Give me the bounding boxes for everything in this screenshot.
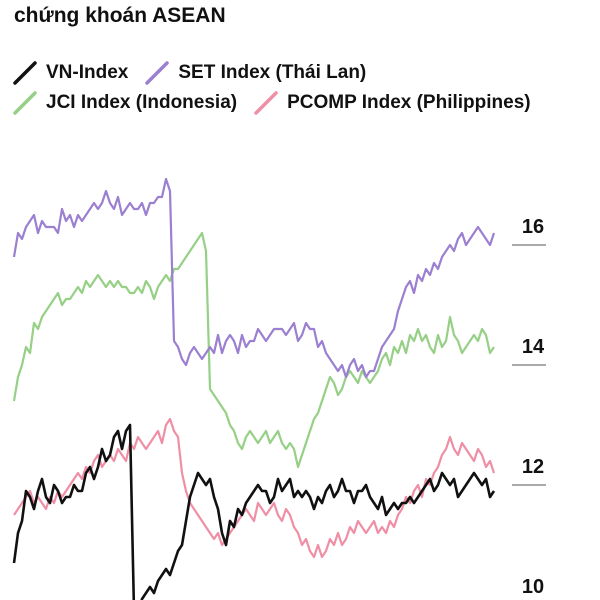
legend-item-pcomp-index: PCOMP Index (Philippines) — [251, 88, 531, 118]
legend-label-vn-index: VN-Index — [46, 62, 129, 83]
legend-item-set-index: SET Index (Thái Lan) — [142, 58, 366, 88]
legend-row-2: JCI Index (Indonesia) PCOMP Index (Phili… — [10, 88, 590, 118]
legend-item-jci-index: JCI Index (Indonesia) — [10, 88, 237, 118]
legend-swatch-vn-index — [13, 61, 37, 85]
series-line-vn-index — [12, 423, 496, 600]
y-tick-label-16: 16 — [522, 216, 544, 238]
series-line-pcomp-index-philippines — [13, 417, 496, 559]
legend-label-pcomp-index: PCOMP Index (Philippines) — [287, 92, 531, 113]
legend-swatch-set-index — [145, 61, 170, 85]
series-line-set-index-th-i-lan — [12, 177, 496, 379]
legend-label-jci-index: JCI Index (Indonesia) — [46, 92, 238, 113]
legend-item-vn-index: VN-Index — [10, 58, 128, 88]
y-tick-label-14: 14 — [522, 336, 545, 358]
legend-label-set-index: SET Index (Thái Lan) — [178, 62, 367, 83]
series-line-jci-index-indonesia — [12, 231, 495, 469]
legend-swatch-pcomp-index — [254, 91, 278, 115]
chart-title: chứng khoán ASEAN — [14, 4, 226, 27]
legend-row-1: VN-Index SET Index (Thái Lan) — [10, 58, 590, 88]
y-tick-label-12: 12 — [522, 456, 544, 478]
y-tick-label-10: 10 — [522, 576, 544, 598]
legend-swatch-jci-index — [13, 91, 37, 115]
legend: VN-Index SET Index (Thái Lan) JCI Index … — [10, 58, 590, 118]
